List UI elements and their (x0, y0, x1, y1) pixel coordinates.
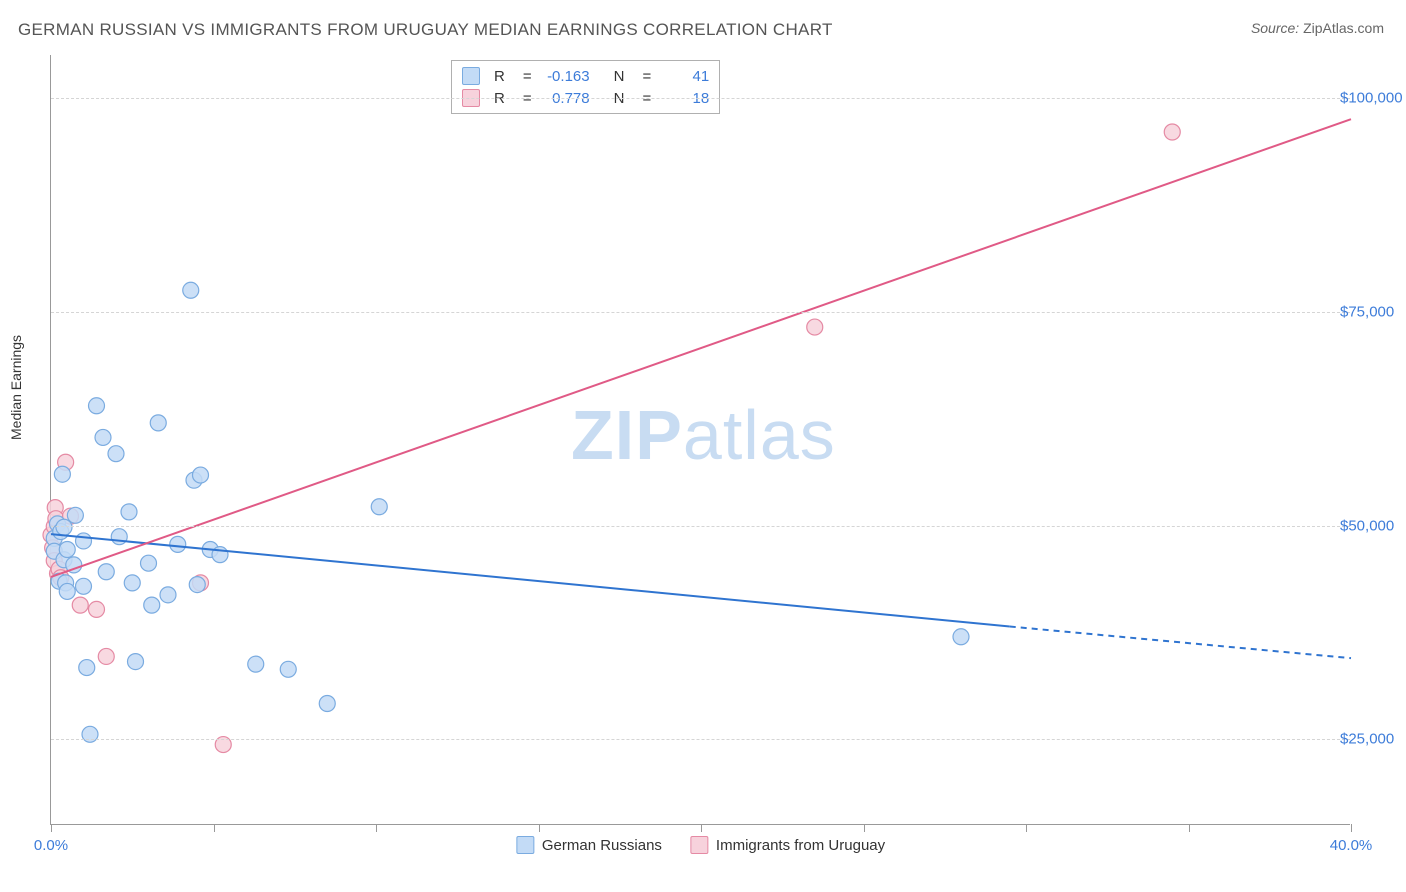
scatter-point (79, 660, 95, 676)
scatter-point (121, 504, 137, 520)
scatter-point (953, 629, 969, 645)
scatter-point (371, 499, 387, 515)
scatter-point (89, 601, 105, 617)
x-tick (214, 824, 215, 832)
source-attribution: Source: ZipAtlas.com (1251, 20, 1384, 36)
y-axis-label: Median Earnings (8, 335, 24, 440)
scatter-point (59, 542, 75, 558)
y-tick-label: $50,000 (1340, 517, 1394, 534)
x-tick (51, 824, 52, 832)
scatter-point (72, 597, 88, 613)
scatter-point (98, 564, 114, 580)
swatch-icon (516, 836, 534, 854)
scatter-point (89, 398, 105, 414)
grid-line (51, 526, 1350, 527)
equals-sign: = (642, 68, 651, 85)
series-legend-label: Immigrants from Uruguay (716, 837, 885, 854)
scatter-point (108, 446, 124, 462)
scatter-point (98, 648, 114, 664)
x-tick (1351, 824, 1352, 832)
scatter-point (54, 466, 70, 482)
scatter-point (319, 696, 335, 712)
x-tick (1189, 824, 1190, 832)
chart-title: GERMAN RUSSIAN VS IMMIGRANTS FROM URUGUA… (18, 20, 833, 40)
scatter-point (1164, 124, 1180, 140)
series-legend-item: Immigrants from Uruguay (690, 836, 885, 854)
source-label: Source: (1251, 20, 1299, 36)
scatter-point (124, 575, 140, 591)
scatter-point (160, 587, 176, 603)
correlation-legend-row: R = -0.163 N = 41 (462, 65, 709, 87)
grid-line (51, 739, 1350, 740)
scatter-point (248, 656, 264, 672)
scatter-point (807, 319, 823, 335)
series-legend-item: German Russians (516, 836, 662, 854)
scatter-point (67, 507, 83, 523)
plot-area: ZIPatlas R = -0.163 N = 41 R = 0.778 N =… (50, 55, 1350, 825)
series-legend: German Russians Immigrants from Uruguay (516, 836, 885, 854)
scatter-point (189, 577, 205, 593)
x-tick (864, 824, 865, 832)
trend-line-extrapolated (1010, 627, 1351, 659)
trend-line (51, 119, 1351, 577)
correlation-legend: R = -0.163 N = 41 R = 0.778 N = 18 (451, 60, 720, 114)
chart-svg (51, 55, 1350, 824)
scatter-point (76, 578, 92, 594)
scatter-point (95, 429, 111, 445)
x-tick (701, 824, 702, 832)
n-label: N (614, 68, 625, 85)
x-tick-label: 40.0% (1330, 837, 1373, 854)
n-value: 41 (661, 68, 709, 85)
scatter-point (128, 654, 144, 670)
scatter-point (56, 519, 72, 535)
y-tick-label: $100,000 (1340, 89, 1403, 106)
x-tick (376, 824, 377, 832)
scatter-point (193, 467, 209, 483)
scatter-point (59, 583, 75, 599)
scatter-point (111, 529, 127, 545)
scatter-point (76, 533, 92, 549)
r-value: -0.163 (542, 68, 590, 85)
grid-line (51, 98, 1350, 99)
r-label: R (494, 68, 505, 85)
scatter-point (280, 661, 296, 677)
series-legend-label: German Russians (542, 837, 662, 854)
equals-sign: = (523, 68, 532, 85)
x-tick (539, 824, 540, 832)
grid-line (51, 312, 1350, 313)
x-tick-label: 0.0% (34, 837, 68, 854)
scatter-point (150, 415, 166, 431)
y-tick-label: $75,000 (1340, 303, 1394, 320)
scatter-point (141, 555, 157, 571)
y-tick-label: $25,000 (1340, 731, 1394, 748)
swatch-icon (462, 67, 480, 85)
scatter-point (183, 282, 199, 298)
source-value: ZipAtlas.com (1303, 20, 1384, 36)
scatter-point (170, 536, 186, 552)
x-tick (1026, 824, 1027, 832)
scatter-point (144, 597, 160, 613)
swatch-icon (690, 836, 708, 854)
